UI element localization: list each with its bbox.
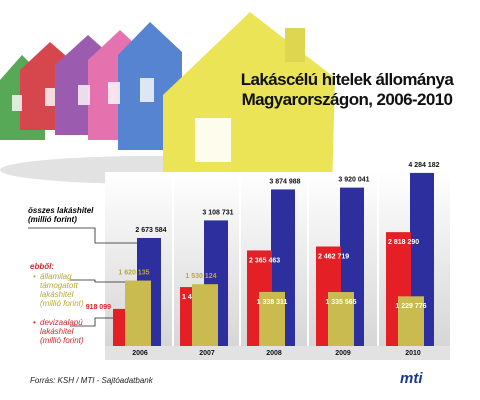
bar: [192, 284, 218, 346]
value-label: 1 338 311: [257, 299, 288, 306]
legend-note: ebből:: [30, 262, 54, 271]
x-tick-label: 2010: [405, 350, 421, 357]
x-tick-label: 2007: [199, 350, 215, 357]
value-label: 1 335 565: [325, 299, 356, 306]
value-label: 918 099: [86, 304, 111, 311]
value-label: 4 284 182: [408, 162, 439, 169]
bar: [125, 280, 151, 346]
value-label: 2 462 719: [318, 253, 349, 260]
legend-total: összes lakáshitel (millió forint): [28, 206, 94, 224]
logo: mti: [400, 370, 423, 387]
value-label: 1 530 124: [185, 273, 216, 280]
column-separators: [172, 172, 379, 347]
x-tick-label: 2009: [335, 350, 351, 357]
value-label: 2 673 584: [135, 227, 166, 234]
bar: [328, 292, 354, 346]
year-band: [105, 346, 450, 360]
x-tick-label: 2008: [266, 350, 282, 357]
value-label: 1 229 776: [395, 303, 426, 310]
legend-bullet: •: [33, 318, 36, 327]
bars: 2006 2 673 584 918 099 1 620 135 2007 3 108 7…: [86, 162, 440, 357]
legend-connectors: [28, 227, 137, 327]
legend-state: államilag támogatott lakáshitel (millió …: [40, 272, 84, 308]
source: Forrás: KSH / MTI - Sajtóadatbank: [30, 376, 153, 385]
houses-illustration: [0, 12, 335, 190]
bar: [398, 296, 424, 346]
value-label: 1 620 135: [118, 269, 149, 276]
value-label: 2 818 290: [388, 239, 419, 246]
legend-bullet: •: [33, 272, 36, 281]
bar: [259, 291, 285, 346]
value-label: 3 108 731: [202, 209, 233, 216]
x-tick-label: 2006: [132, 350, 148, 357]
value-label: 3 920 041: [338, 176, 369, 183]
chart-title: Lakáscélú hitelek állománya Magyarország…: [240, 70, 454, 109]
value-label: 2 365 463: [249, 257, 280, 264]
value-label: 3 874 988: [269, 178, 300, 185]
legend-fx: devizaalapú lakáshitel (millió forint): [40, 318, 84, 345]
